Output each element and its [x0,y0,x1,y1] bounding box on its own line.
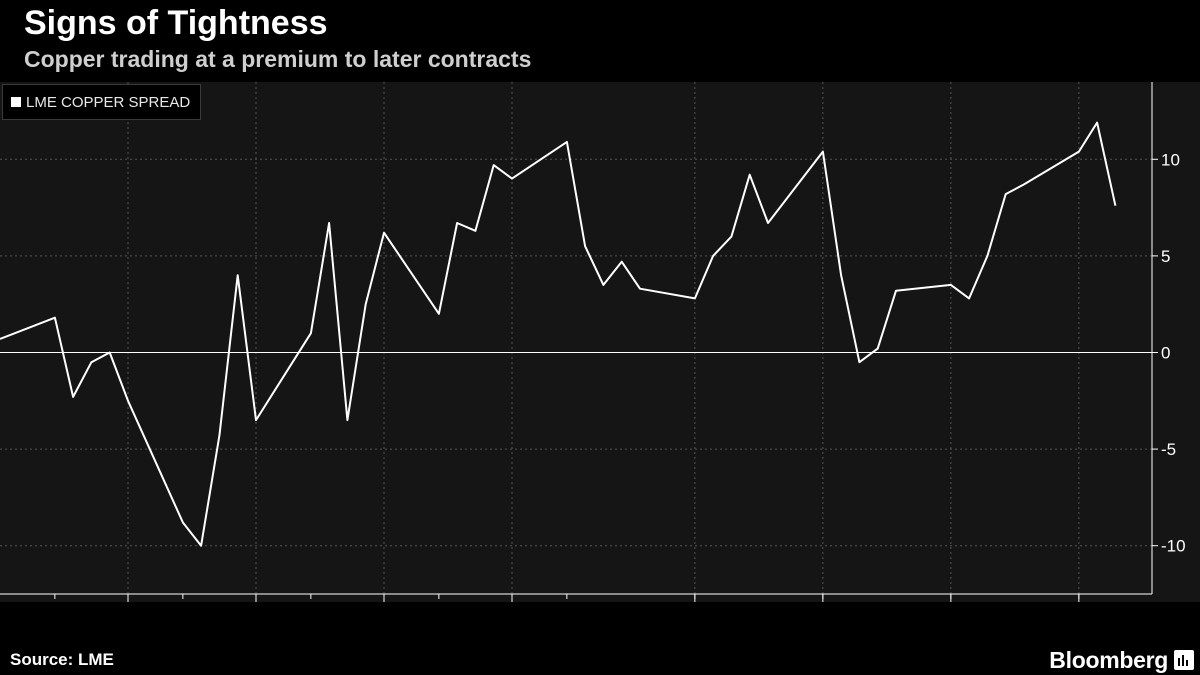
y-tick-label: -10 [1161,537,1186,556]
legend-label: LME COPPER SPREAD [26,93,191,111]
legend-swatch [11,97,21,107]
y-tick-label: -5 [1161,440,1176,459]
bloomberg-terminal-icon [1174,650,1194,670]
brand-logo: Bloomberg [1049,647,1168,673]
chart-subtitle: Copper trading at a premium to later con… [24,46,532,72]
y-tick-label: 0 [1161,343,1170,362]
legend: LME COPPER SPREAD [2,84,201,120]
series-line [0,121,1117,547]
y-tick-label: 5 [1161,247,1170,266]
y-tick-label: 10 [1161,150,1180,169]
footer: Source: LME Bloomberg [0,647,1200,675]
source-label: Source: LME [10,650,114,669]
chart-title: Signs of Tightness [24,4,328,42]
